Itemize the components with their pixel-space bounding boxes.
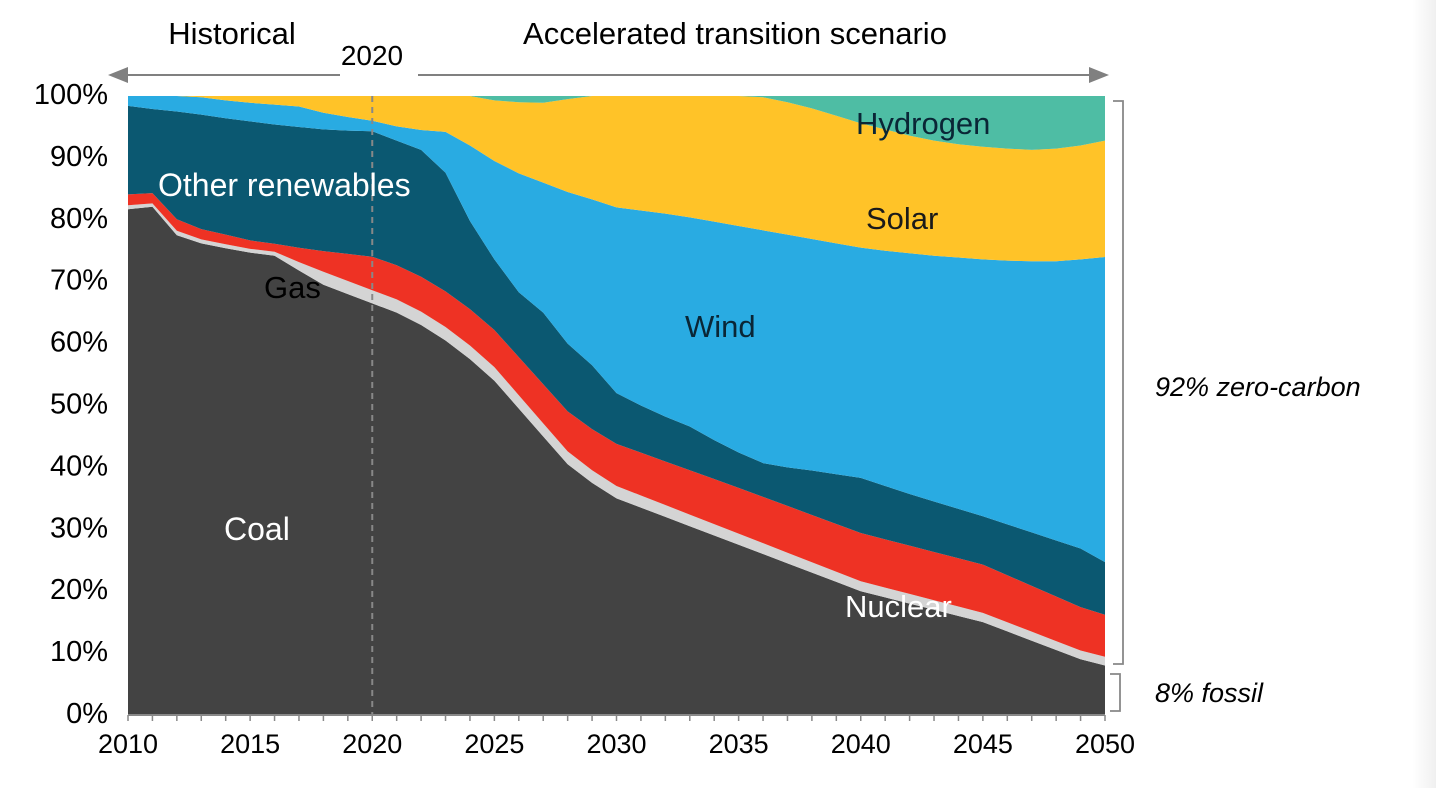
svg-text:100%: 100%: [34, 79, 108, 111]
svg-text:2050: 2050: [1075, 729, 1135, 759]
svg-text:2045: 2045: [953, 729, 1013, 759]
svg-text:80%: 80%: [50, 203, 108, 235]
svg-text:Nuclear: Nuclear: [845, 589, 952, 624]
svg-text:40%: 40%: [50, 450, 108, 482]
svg-text:70%: 70%: [50, 265, 108, 297]
svg-text:Accelerated transition scenari: Accelerated transition scenario: [523, 16, 947, 51]
svg-text:92% zero-carbon: 92% zero-carbon: [1155, 372, 1361, 402]
svg-text:2020: 2020: [342, 729, 402, 759]
svg-text:90%: 90%: [50, 141, 108, 173]
svg-text:0%: 0%: [66, 698, 108, 730]
svg-text:Solar: Solar: [866, 201, 938, 236]
svg-text:2025: 2025: [464, 729, 524, 759]
svg-text:30%: 30%: [50, 512, 108, 544]
svg-text:Hydrogen: Hydrogen: [856, 106, 990, 141]
svg-text:2040: 2040: [831, 729, 891, 759]
svg-text:Other renewables: Other renewables: [158, 167, 411, 203]
svg-text:Historical: Historical: [168, 16, 295, 51]
svg-text:20%: 20%: [50, 574, 108, 606]
svg-text:10%: 10%: [50, 636, 108, 668]
svg-text:2015: 2015: [220, 729, 280, 759]
svg-text:50%: 50%: [50, 389, 108, 421]
svg-text:2035: 2035: [709, 729, 769, 759]
svg-text:Coal: Coal: [224, 511, 290, 547]
svg-text:Wind: Wind: [685, 309, 756, 344]
svg-text:2010: 2010: [98, 729, 158, 759]
svg-text:Gas: Gas: [264, 270, 321, 305]
svg-text:60%: 60%: [50, 327, 108, 359]
svg-text:2020: 2020: [341, 40, 403, 71]
svg-text:2030: 2030: [586, 729, 646, 759]
svg-text:8% fossil: 8% fossil: [1155, 678, 1264, 708]
